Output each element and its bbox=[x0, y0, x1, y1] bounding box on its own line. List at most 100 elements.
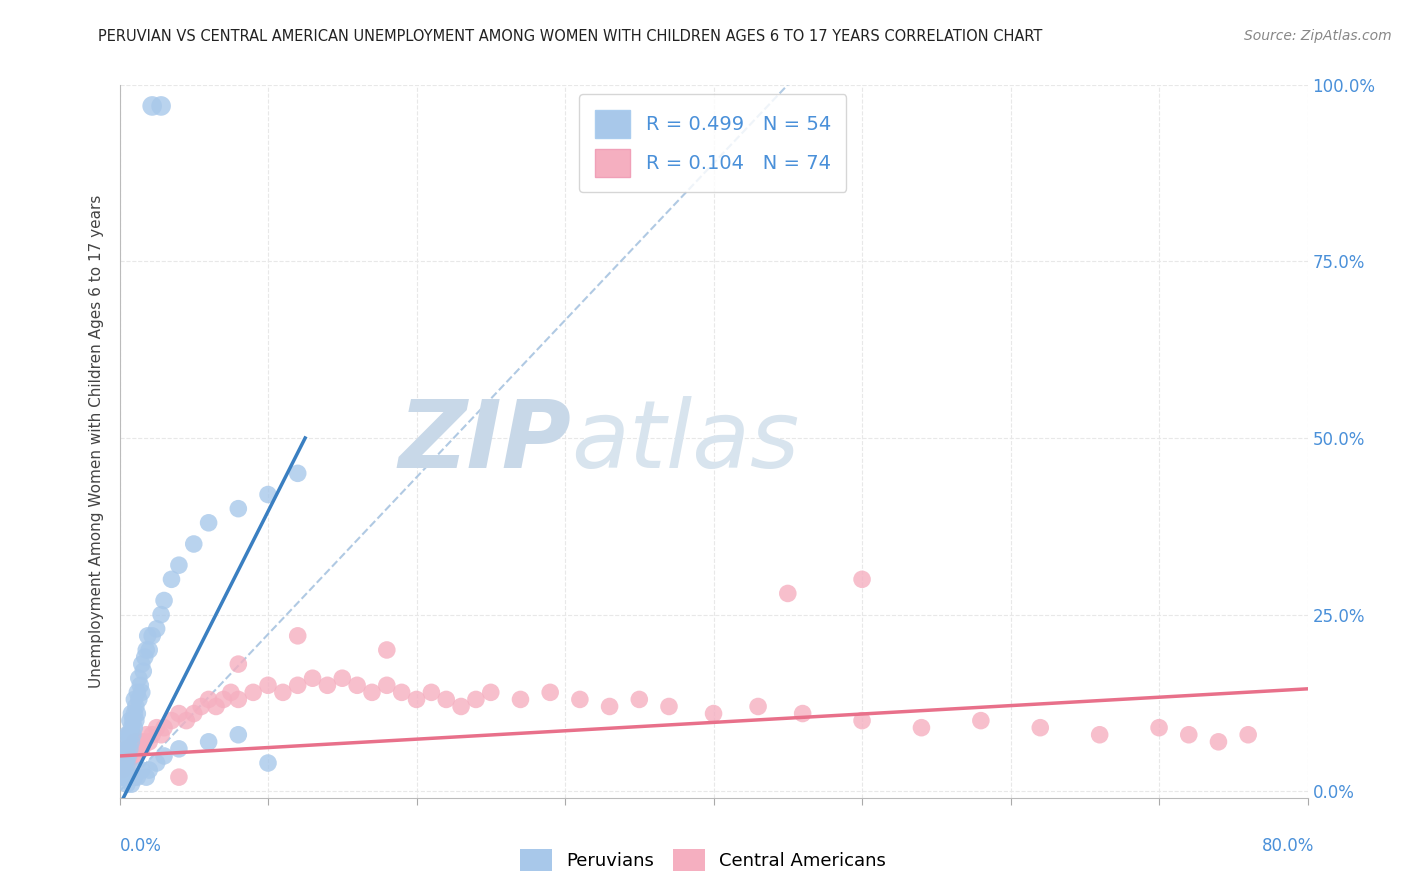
Point bbox=[114, 763, 136, 777]
Point bbox=[118, 728, 141, 742]
Point bbox=[197, 735, 219, 749]
Point bbox=[120, 735, 142, 749]
Point bbox=[141, 629, 163, 643]
Text: 80.0%: 80.0% bbox=[1263, 837, 1315, 855]
Legend: R = 0.499   N = 54, R = 0.104   N = 74: R = 0.499 N = 54, R = 0.104 N = 74 bbox=[579, 95, 846, 193]
Point bbox=[257, 756, 280, 770]
Point bbox=[228, 692, 250, 706]
Point bbox=[970, 714, 993, 728]
Point bbox=[568, 692, 591, 706]
Point bbox=[112, 770, 135, 784]
Text: 0.0%: 0.0% bbox=[120, 837, 162, 855]
Point bbox=[1237, 728, 1260, 742]
Point bbox=[115, 756, 138, 770]
Point bbox=[132, 664, 155, 678]
Point bbox=[131, 657, 153, 672]
Point bbox=[183, 706, 205, 721]
Point bbox=[153, 721, 176, 735]
Point bbox=[124, 692, 146, 706]
Point bbox=[160, 572, 183, 586]
Text: atlas: atlas bbox=[571, 396, 799, 487]
Point bbox=[115, 748, 138, 763]
Point bbox=[287, 678, 309, 692]
Point bbox=[405, 692, 427, 706]
Point bbox=[115, 748, 138, 763]
Point bbox=[287, 629, 309, 643]
Point bbox=[219, 685, 242, 699]
Point bbox=[125, 714, 148, 728]
Point bbox=[115, 742, 138, 756]
Point bbox=[205, 699, 228, 714]
Point bbox=[1147, 721, 1170, 735]
Point bbox=[658, 699, 681, 714]
Point bbox=[114, 756, 136, 770]
Point bbox=[228, 501, 250, 516]
Point bbox=[122, 714, 145, 728]
Point bbox=[120, 777, 142, 791]
Point bbox=[128, 692, 150, 706]
Point bbox=[776, 586, 799, 600]
Point bbox=[122, 748, 145, 763]
Point bbox=[228, 657, 250, 672]
Point bbox=[910, 721, 932, 735]
Point bbox=[167, 558, 190, 573]
Point bbox=[127, 706, 149, 721]
Point bbox=[197, 692, 219, 706]
Point bbox=[141, 99, 163, 113]
Point bbox=[464, 692, 486, 706]
Point bbox=[112, 763, 135, 777]
Point bbox=[346, 678, 368, 692]
Point bbox=[138, 735, 160, 749]
Point bbox=[316, 678, 339, 692]
Text: Source: ZipAtlas.com: Source: ZipAtlas.com bbox=[1244, 29, 1392, 43]
Point bbox=[125, 699, 148, 714]
Point bbox=[135, 643, 157, 657]
Point bbox=[792, 706, 814, 721]
Point bbox=[134, 650, 156, 665]
Point bbox=[115, 728, 138, 742]
Point bbox=[183, 537, 205, 551]
Point bbox=[361, 685, 384, 699]
Point bbox=[420, 685, 443, 699]
Point bbox=[434, 692, 457, 706]
Point bbox=[167, 770, 190, 784]
Point bbox=[138, 643, 160, 657]
Point bbox=[118, 714, 141, 728]
Point bbox=[375, 678, 398, 692]
Point bbox=[111, 763, 134, 777]
Point bbox=[301, 671, 323, 685]
Point bbox=[628, 692, 651, 706]
Point bbox=[117, 748, 139, 763]
Point bbox=[176, 714, 198, 728]
Point bbox=[122, 728, 145, 742]
Point bbox=[1029, 721, 1052, 735]
Point bbox=[127, 685, 149, 699]
Point bbox=[124, 721, 146, 735]
Point bbox=[287, 467, 309, 481]
Point bbox=[150, 99, 173, 113]
Point bbox=[135, 728, 157, 742]
Text: PERUVIAN VS CENTRAL AMERICAN UNEMPLOYMENT AMONG WOMEN WITH CHILDREN AGES 6 TO 17: PERUVIAN VS CENTRAL AMERICAN UNEMPLOYMEN… bbox=[98, 29, 1043, 44]
Point bbox=[112, 748, 135, 763]
Point bbox=[145, 721, 167, 735]
Point bbox=[509, 692, 531, 706]
Point bbox=[212, 692, 235, 706]
Point bbox=[1178, 728, 1201, 742]
Point bbox=[141, 728, 163, 742]
Point bbox=[125, 748, 148, 763]
Point bbox=[131, 685, 153, 699]
Point bbox=[129, 678, 152, 692]
Point bbox=[599, 699, 621, 714]
Point bbox=[167, 706, 190, 721]
Point bbox=[150, 728, 173, 742]
Point bbox=[145, 622, 167, 636]
Point bbox=[120, 742, 142, 756]
Point bbox=[450, 699, 472, 714]
Point bbox=[167, 742, 190, 756]
Point bbox=[538, 685, 561, 699]
Point bbox=[150, 607, 173, 622]
Point bbox=[131, 763, 153, 777]
Point bbox=[153, 593, 176, 607]
Point bbox=[375, 643, 398, 657]
Point bbox=[242, 685, 264, 699]
